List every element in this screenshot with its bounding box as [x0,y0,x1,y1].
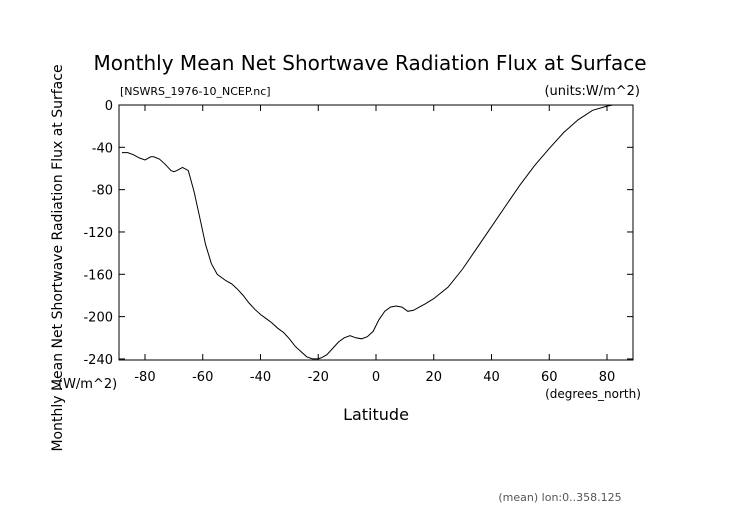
x-tick-label: -40 [250,370,271,385]
x-tick-label: 60 [541,370,558,385]
y-tick-label: -200 [83,311,113,326]
y-tick-label: -120 [83,226,113,241]
x-axis-label: Latitude [343,405,409,424]
y-tick-label: -160 [83,268,113,283]
x-tick-label: -60 [192,370,213,385]
x-tick-label: 0 [372,370,380,385]
series-line [121,104,631,360]
source-label: [NSWRS_1976-10_NCEP.nc] [120,85,271,98]
plot-frame [118,104,634,361]
x-unit-label: (degrees_north) [545,387,641,401]
y-unit-label: (W/m^2) [58,377,117,392]
y-tick-label: -240 [83,353,113,368]
x-tick-label: -20 [308,370,329,385]
y-axis-label: Monthly Mean Net Shortwave Radiation Flu… [50,64,66,451]
y-tick-label: 0 [105,99,113,114]
y-tick-label: -40 [92,141,113,156]
x-tick-label: 80 [599,370,616,385]
x-tick-label: 40 [483,370,500,385]
footnote: (mean) lon:0..358.125 [498,491,621,504]
x-tick-label: 20 [425,370,442,385]
x-tick-label: -80 [134,370,155,385]
y-tick-label: -80 [92,184,113,199]
chart-title: Monthly Mean Net Shortwave Radiation Flu… [94,51,647,75]
units-label: (units:W/m^2) [544,84,640,99]
